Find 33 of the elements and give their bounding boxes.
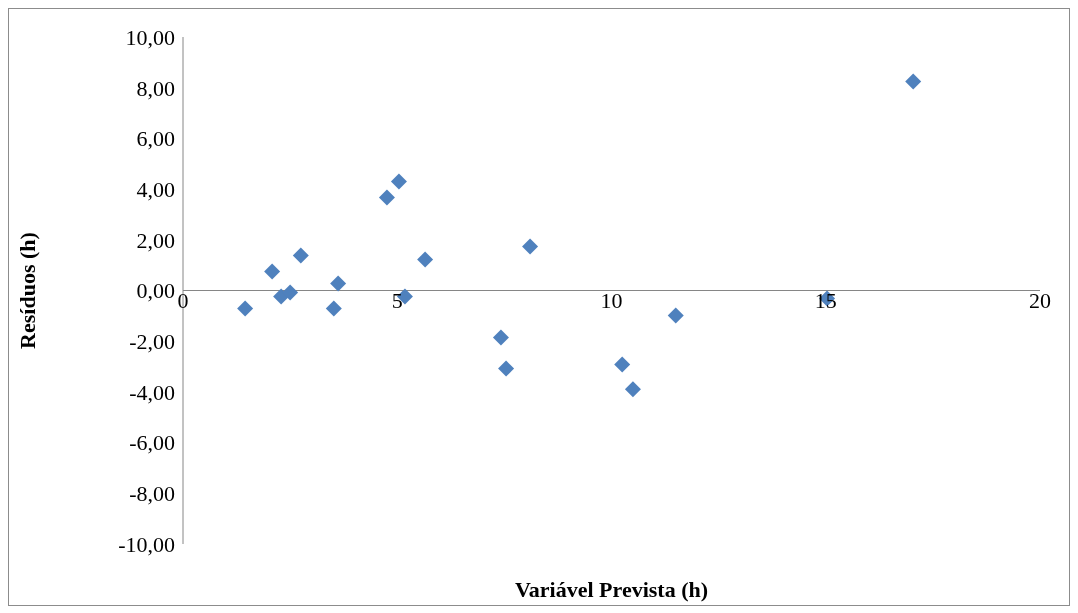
point: [905, 73, 922, 90]
y-tick-label: -8,00: [129, 481, 175, 507]
point: [282, 284, 299, 301]
y-tick-label: -4,00: [129, 379, 175, 405]
point: [325, 300, 342, 317]
y-tick-label: 4,00: [136, 176, 175, 202]
point: [624, 381, 641, 398]
point: [330, 275, 347, 292]
point: [264, 263, 281, 280]
x-tick-label: 10: [600, 288, 623, 314]
point: [614, 356, 631, 373]
y-tick-label: 8,00: [136, 75, 175, 101]
y-tick-label: 10,00: [125, 24, 175, 50]
y-tick-label: -10,00: [118, 531, 175, 557]
x-tick-label: 0: [177, 288, 189, 314]
point: [292, 247, 309, 264]
point: [417, 251, 434, 268]
y-axis-title: Resíduos (h): [14, 232, 40, 349]
point: [522, 238, 539, 255]
point: [498, 360, 515, 377]
x-tick-label: 5: [391, 288, 403, 314]
point: [378, 189, 395, 206]
y-tick-label: -6,00: [129, 430, 175, 456]
x-axis-title: Variável Prevista (h): [514, 577, 709, 602]
y-tick-label: 0,00: [136, 278, 175, 304]
y-tick-label: -2,00: [129, 329, 175, 355]
point: [492, 329, 509, 346]
point: [237, 300, 254, 317]
y-tick-label: 6,00: [136, 126, 175, 152]
point: [667, 307, 684, 324]
y-tick-label: 2,00: [136, 227, 175, 253]
x-tick-label: 20: [1029, 288, 1051, 314]
point: [390, 173, 407, 190]
